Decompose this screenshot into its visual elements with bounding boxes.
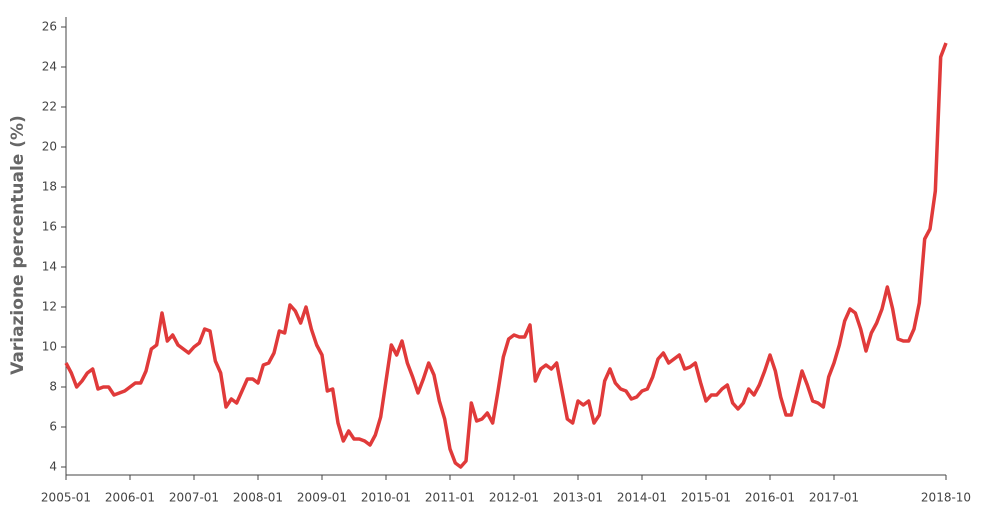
x-tick-label: 2012-01 — [489, 491, 539, 505]
x-tick-label: 2011-01 — [425, 491, 475, 505]
y-tick-label: 22 — [42, 100, 57, 114]
x-tick-label: 2010-01 — [361, 491, 411, 505]
x-tick-label: 2015-01 — [681, 491, 731, 505]
y-tick-label: 12 — [42, 300, 57, 314]
y-tick-label: 16 — [42, 220, 57, 234]
x-tick-label: 2013-01 — [553, 491, 603, 505]
y-tick-label: 24 — [42, 60, 57, 74]
x-tick-label: 2007-01 — [169, 491, 219, 505]
y-tick-label: 20 — [42, 140, 57, 154]
data-line — [64, 42, 948, 469]
y-axis-label: Variazione percentuale (%) — [8, 115, 28, 375]
x-tick-label: 2006-01 — [105, 491, 155, 505]
y-tick-label: 4 — [49, 460, 57, 474]
x-tick-label: 2016-01 — [745, 491, 795, 505]
x-tick-label: 2009-01 — [297, 491, 347, 505]
y-tick-label: 8 — [49, 380, 57, 394]
y-tick-label: 26 — [42, 20, 57, 34]
y-tick-label: 10 — [42, 340, 57, 354]
x-tick-label: 2008-01 — [233, 491, 283, 505]
y-tick-label: 6 — [49, 420, 57, 434]
x-tick-label: 2014-01 — [617, 491, 667, 505]
y-tick-label: 18 — [42, 180, 57, 194]
x-tick-label: 2005-01 — [41, 491, 91, 505]
x-tick-label: 2017-01 — [809, 491, 859, 505]
x-tick-label: 2018-10 — [921, 491, 971, 505]
y-tick-label: 14 — [42, 260, 57, 274]
